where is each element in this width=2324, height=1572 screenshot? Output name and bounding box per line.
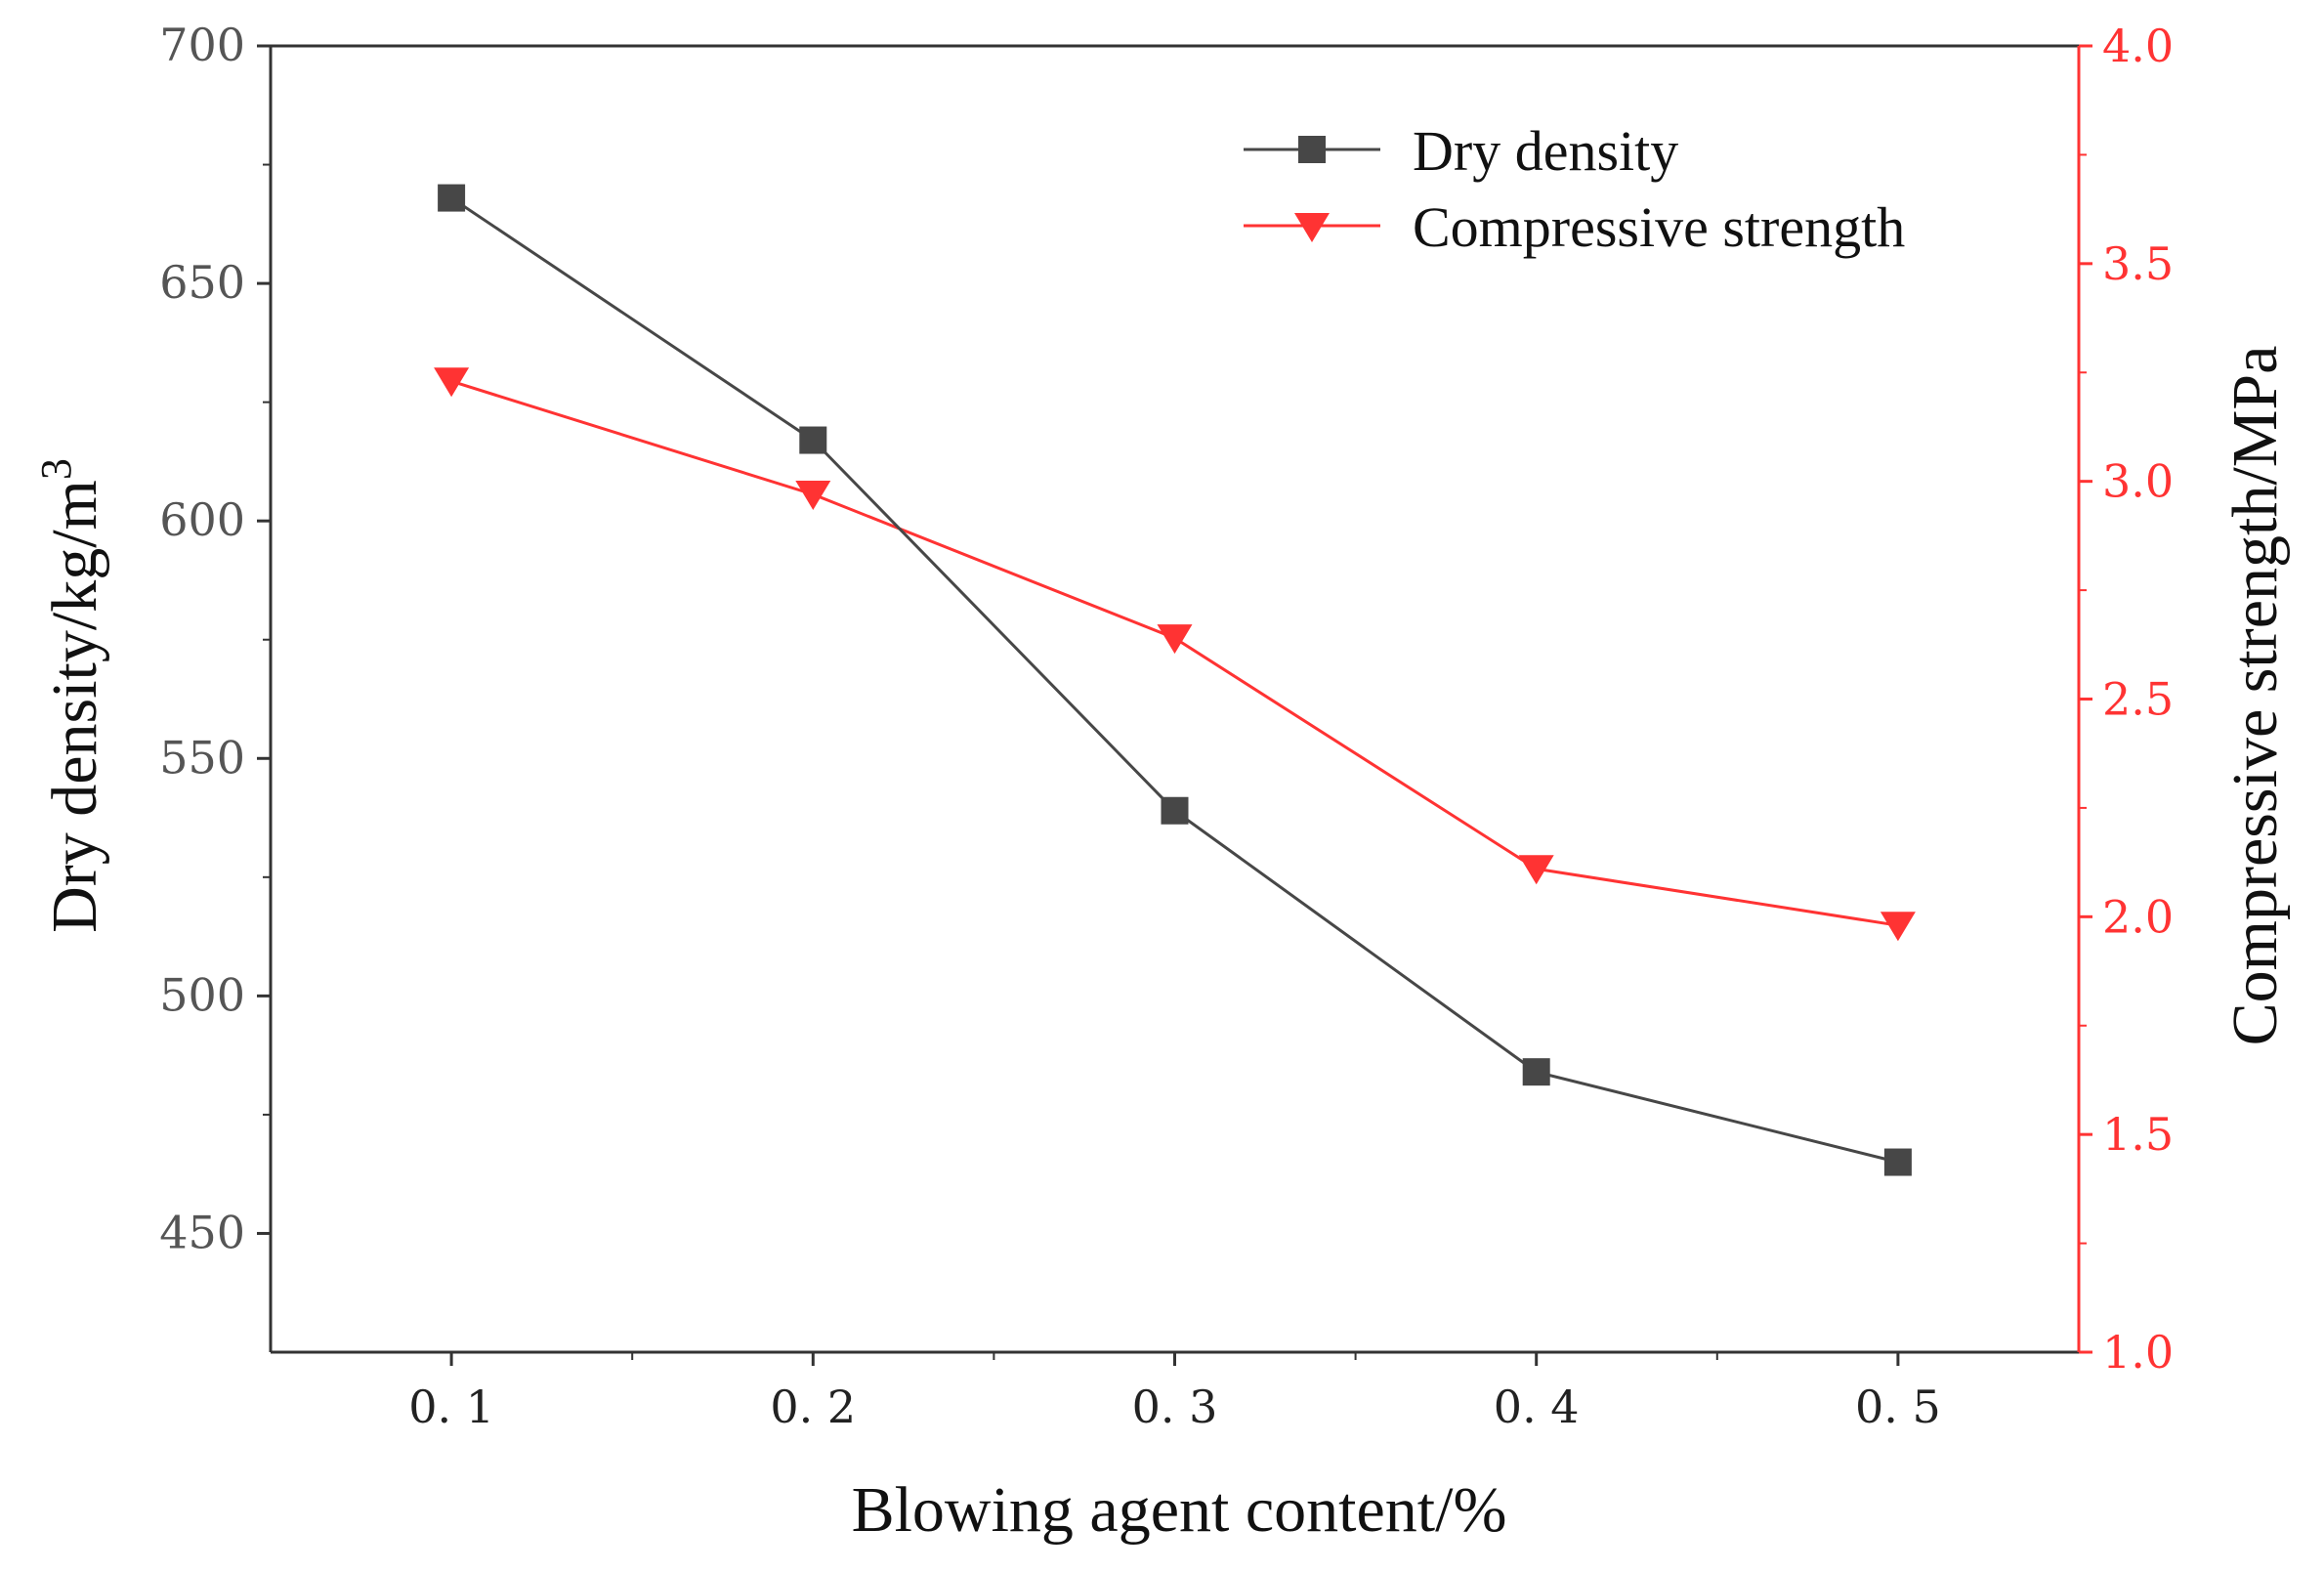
data-point-dry-density — [1161, 796, 1189, 825]
data-point-compressive-strength — [434, 367, 470, 398]
right-axis-tick-label: 1.5 — [2102, 1108, 2174, 1161]
right-axis-tick-label: 3.0 — [2102, 455, 2174, 508]
right-axis-tick-label: 2.5 — [2102, 673, 2174, 726]
data-point-dry-density — [1883, 1148, 1912, 1176]
right-axis-tick-label: 1.0 — [2102, 1326, 2174, 1379]
left-axis-tick-label: 450 — [159, 1206, 245, 1258]
left-axis-title-superscript: 3 — [32, 458, 80, 480]
right-axis-tick-label: 2.0 — [2102, 890, 2174, 943]
legend: Dry density Compressive strength — [1244, 119, 1905, 259]
right-axis-tick-label: 4.0 — [2102, 20, 2174, 72]
left-axis-tick-label: 500 — [159, 968, 245, 1021]
left-axis-tick-label: 600 — [159, 493, 245, 546]
x-axis-tick-label: 0. 3 — [1132, 1381, 1218, 1433]
left-axis-ticks: 450 500 550 600 650 700 — [159, 19, 271, 1258]
data-point-dry-density — [799, 426, 827, 454]
right-axis-title: Compressive strength/MPa — [2219, 346, 2291, 1046]
data-point-compressive-strength — [795, 481, 831, 510]
left-axis-tick-label: 650 — [159, 256, 245, 309]
left-axis-title: Dry density/kg/m3 — [32, 458, 110, 933]
right-axis-ticks: 1.0 1.5 2.0 2.5 3.0 3.5 4.0 — [2079, 20, 2174, 1379]
x-axis-tick-label: 0. 4 — [1494, 1381, 1580, 1433]
left-axis-tick-label: 700 — [159, 19, 245, 71]
x-axis-tick-label: 0. 2 — [770, 1381, 856, 1433]
right-axis-tick-label: 3.5 — [2102, 237, 2174, 290]
x-axis-tick-label: 0. 1 — [408, 1381, 494, 1433]
data-point-compressive-strength — [1518, 855, 1554, 885]
legend-label-compressive-strength: Compressive strength — [1413, 195, 1905, 259]
data-point-dry-density — [1522, 1058, 1550, 1086]
legend-label-dry-density: Dry density — [1413, 119, 1678, 183]
left-axis-title-text: Dry density/kg/m — [39, 480, 110, 933]
left-axis-tick-label: 550 — [159, 731, 245, 784]
x-axis-tick-label: 0. 5 — [1855, 1381, 1941, 1433]
legend-marker-dry-density — [1298, 136, 1326, 163]
data-point-dry-density — [438, 184, 466, 212]
x-axis-ticks: 0. 1 0. 2 0. 3 0. 4 0. 5 — [408, 1352, 1941, 1433]
data-point-compressive-strength — [1157, 624, 1193, 655]
x-axis-title: Blowing agent content/% — [852, 1474, 1507, 1546]
series-layer — [434, 184, 1916, 1176]
data-point-compressive-strength — [1880, 912, 1916, 942]
legend-marker-compressive-strength — [1294, 213, 1330, 242]
